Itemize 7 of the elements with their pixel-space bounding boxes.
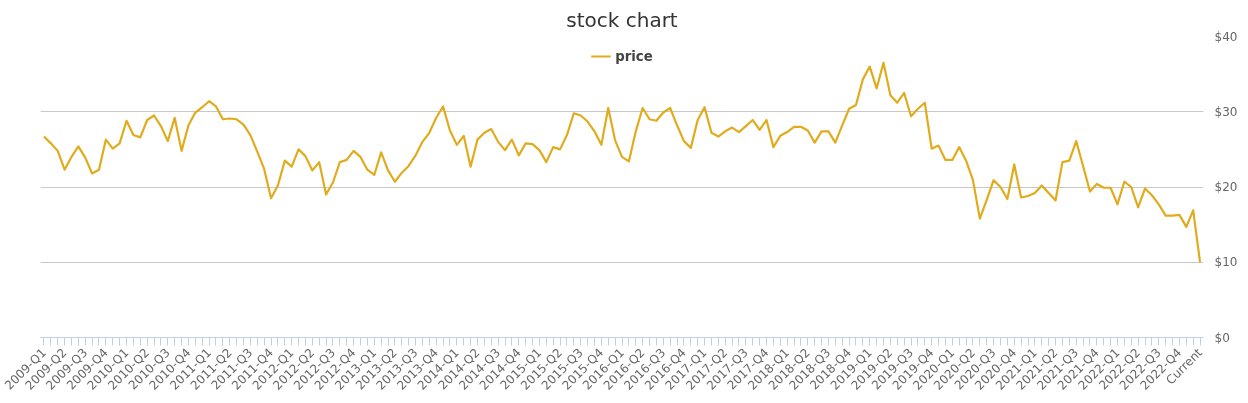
y-tick-label: $0 <box>1214 330 1230 345</box>
y-tick-label: $20 <box>1214 180 1238 194</box>
y-tick-label: $30 <box>1214 104 1238 119</box>
legend-label: price <box>615 48 653 64</box>
chart-title: stock chart <box>566 7 678 32</box>
y-tick-label: $10 <box>1214 255 1238 270</box>
y-tick-label: $40 <box>1214 29 1238 44</box>
